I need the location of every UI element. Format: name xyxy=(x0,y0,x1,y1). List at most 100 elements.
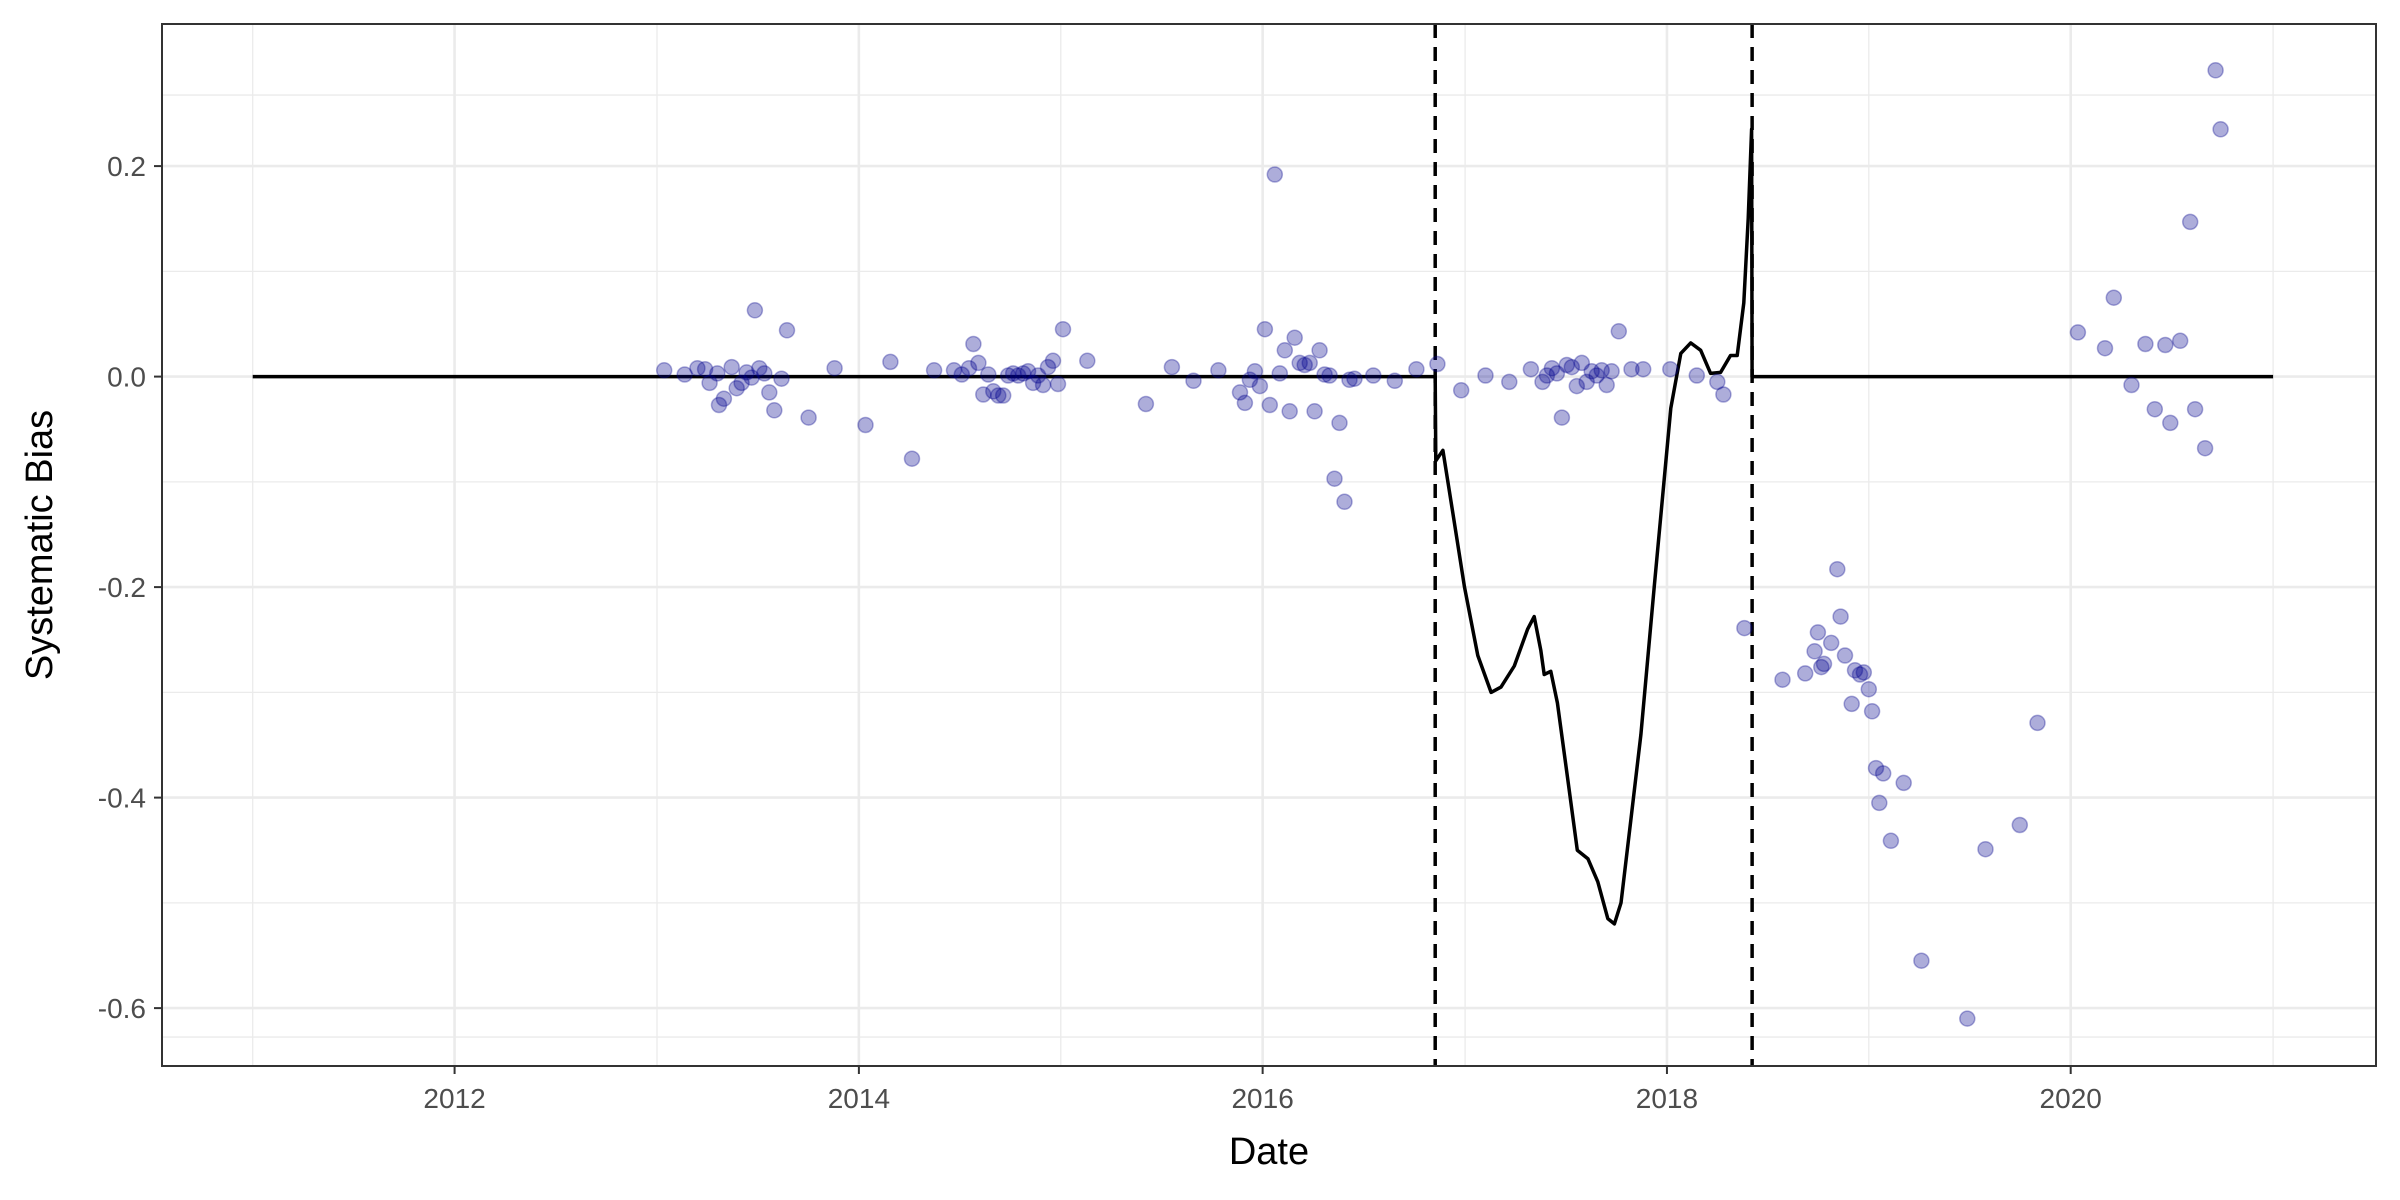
data-point xyxy=(1843,695,1860,713)
data-point xyxy=(710,396,728,414)
data-point xyxy=(994,387,1012,404)
data-point xyxy=(1846,662,1864,679)
data-point xyxy=(1163,358,1181,376)
panel-border xyxy=(161,23,2377,1067)
data-point xyxy=(1185,372,1202,390)
data-point xyxy=(1044,352,1062,370)
data-points xyxy=(655,62,2229,1027)
data-point xyxy=(1522,360,1540,378)
data-point xyxy=(1855,664,1873,681)
data-point xyxy=(1054,320,1072,338)
fitted-line xyxy=(252,127,2274,926)
data-point xyxy=(1583,363,1600,380)
data-point xyxy=(1276,342,1294,359)
data-point xyxy=(1291,354,1308,372)
data-point xyxy=(1014,365,1032,382)
data-point xyxy=(2157,336,2174,354)
plot-panel xyxy=(162,24,2376,1066)
y-axis-ticks: -0.6 -0.4 -0.2 0.0 0.2 xyxy=(98,151,162,1024)
data-point xyxy=(689,359,706,377)
data-point xyxy=(2011,816,2029,834)
data-point xyxy=(1331,414,1348,432)
data-point xyxy=(1623,360,1640,378)
data-point xyxy=(1311,342,1328,359)
x-tick-label: 2016 xyxy=(1231,1083,1293,1114)
x-tick-label: 2020 xyxy=(2040,1083,2102,1114)
data-point xyxy=(1386,372,1404,390)
data-point xyxy=(1336,493,1353,511)
data-point xyxy=(1301,354,1318,372)
data-point xyxy=(761,384,778,401)
data-point xyxy=(999,367,1017,384)
data-point xyxy=(857,416,874,434)
data-point xyxy=(1256,320,1274,338)
data-point xyxy=(715,390,733,407)
data-point xyxy=(1548,365,1566,382)
data-point xyxy=(1452,382,1470,399)
data-point xyxy=(1004,365,1022,382)
data-point xyxy=(1662,360,1679,378)
data-point xyxy=(1019,363,1037,380)
data-point xyxy=(756,365,773,382)
data-point xyxy=(1813,658,1830,676)
data-point xyxy=(1534,373,1551,391)
data-point xyxy=(1049,375,1067,393)
data-point xyxy=(1874,765,1892,782)
data-point xyxy=(965,335,982,353)
data-point xyxy=(1346,370,1363,387)
data-point xyxy=(925,362,943,379)
data-point xyxy=(723,358,740,376)
data-point xyxy=(2096,339,2114,357)
data-point xyxy=(1251,377,1269,395)
data-point xyxy=(1477,367,1494,384)
data-point xyxy=(1543,359,1561,377)
data-point xyxy=(1913,952,1930,969)
data-point xyxy=(1563,358,1581,376)
data-point xyxy=(1501,373,1518,391)
data-point xyxy=(1959,1010,1976,1027)
data-point xyxy=(2171,332,2189,350)
data-point xyxy=(1634,360,1652,378)
data-point xyxy=(1822,634,1840,652)
data-point xyxy=(1688,367,1706,384)
data-point xyxy=(2029,714,2046,732)
data-point xyxy=(1736,619,1753,637)
data-point xyxy=(1588,367,1605,384)
x-tick-label: 2012 xyxy=(423,1083,485,1114)
data-point xyxy=(1871,794,1888,812)
data-point xyxy=(728,379,745,397)
data-point xyxy=(980,366,997,383)
minor-gridlines xyxy=(162,24,2376,1066)
data-point xyxy=(655,362,673,379)
data-point xyxy=(2105,289,2123,306)
data-point xyxy=(1429,355,1446,373)
data-point xyxy=(903,450,921,467)
data-point xyxy=(676,366,693,383)
data-point xyxy=(1365,367,1382,384)
data-point xyxy=(945,362,963,379)
data-point xyxy=(1553,409,1571,426)
x-tick-label: 2014 xyxy=(828,1083,890,1114)
data-point xyxy=(1867,759,1885,777)
data-point xyxy=(1039,358,1057,376)
data-point xyxy=(1829,560,1846,578)
data-point xyxy=(778,322,796,339)
data-point xyxy=(1316,366,1333,383)
y-tick-label: -0.2 xyxy=(98,572,146,603)
data-point xyxy=(1538,367,1556,384)
data-point xyxy=(1882,832,1900,850)
data-point xyxy=(1137,395,1155,413)
data-point xyxy=(2186,400,2204,418)
data-point xyxy=(1024,374,1042,392)
data-point xyxy=(970,354,987,372)
data-point xyxy=(1281,403,1298,420)
data-point xyxy=(990,387,1007,404)
y-tick-label: 0.0 xyxy=(107,362,146,393)
data-point xyxy=(1266,166,1284,183)
data-point xyxy=(1568,377,1586,395)
data-point xyxy=(1809,624,1827,641)
data-point xyxy=(1321,367,1338,384)
data-point xyxy=(1341,371,1358,389)
